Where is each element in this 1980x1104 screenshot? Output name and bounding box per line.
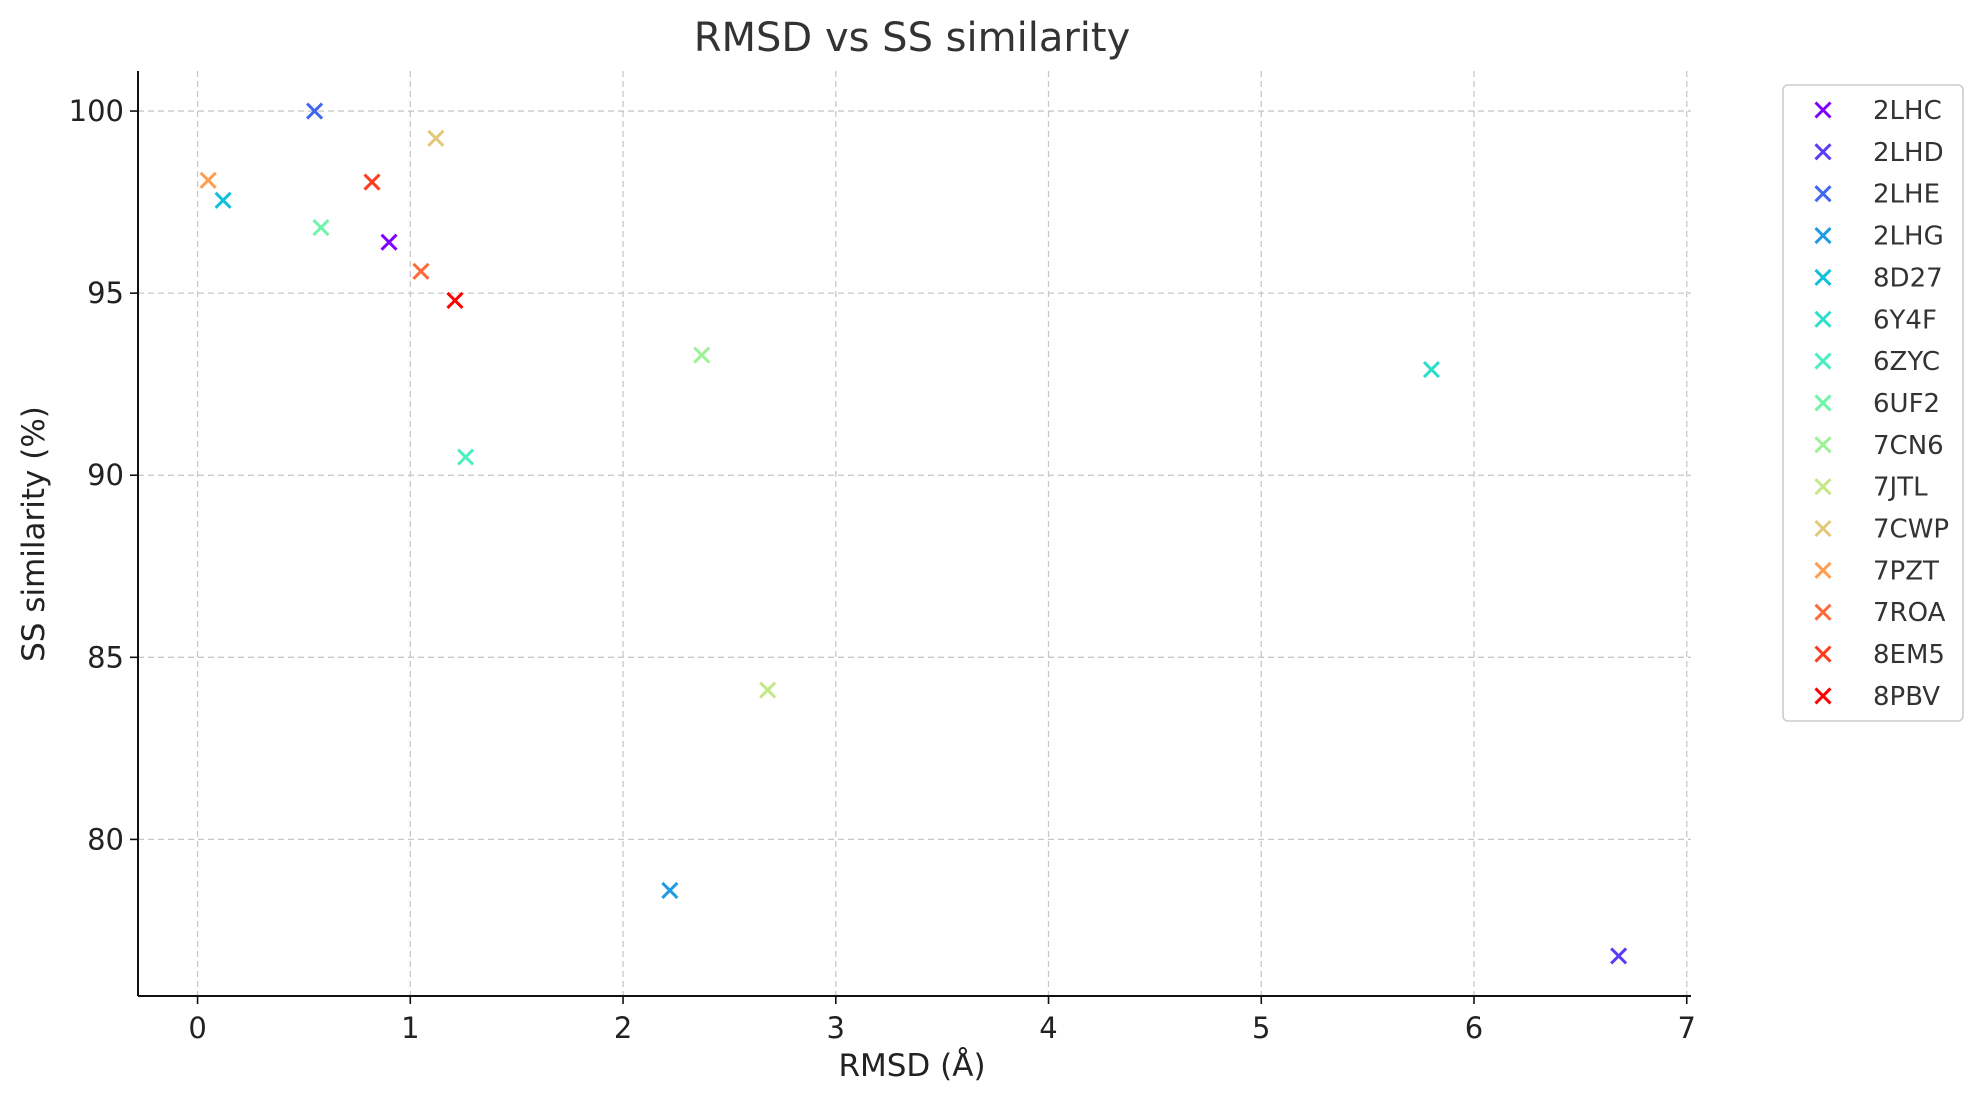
legend-label-7cn6: 7CN6: [1873, 431, 1944, 461]
data-point-2lhd: [1610, 947, 1628, 965]
legend-marker-7pzt: [1814, 561, 1832, 579]
x-tick-label: 2: [614, 1011, 632, 1045]
data-point-8pbv: [446, 291, 464, 309]
legend-marker-6y4f: [1814, 310, 1832, 328]
legend-marker-7jtl: [1814, 478, 1832, 496]
legend-label-8pbv: 8PBV: [1873, 682, 1940, 712]
legend-label-2lhg: 2LHG: [1873, 222, 1944, 252]
legend-marker-8em5: [1814, 645, 1832, 663]
legend-label-6y4f: 6Y4F: [1873, 305, 1937, 335]
y-tick-label: 85: [87, 640, 124, 674]
x-tick-label: 0: [188, 1011, 206, 1045]
data-point-7jtl: [759, 681, 777, 699]
x-tick-label: 5: [1252, 1011, 1270, 1045]
legend-label-7pzt: 7PZT: [1873, 556, 1939, 586]
x-tick-label: 1: [401, 1011, 419, 1045]
data-point-2lhe: [306, 102, 324, 120]
legend-marker-2lhd: [1814, 143, 1832, 161]
legend-marker-2lhe: [1814, 185, 1832, 203]
data-point-2lhg: [661, 881, 679, 899]
axes: [137, 71, 1691, 997]
data-point-6uf2: [312, 219, 330, 237]
legend-label-2lhd: 2LHD: [1873, 138, 1944, 168]
data-point-6y4f: [1422, 361, 1441, 379]
y-tick-label: 80: [87, 822, 124, 856]
x-tick-label: 3: [827, 1011, 845, 1045]
data-point-8d27: [214, 191, 232, 209]
legend-marker-6uf2: [1814, 394, 1832, 412]
legend-label-2lhc: 2LHC: [1873, 96, 1942, 126]
legend-label-8d27: 8D27: [1873, 263, 1943, 293]
y-axis-label: SS similarity (%): [16, 406, 52, 662]
legend-marker-7cwp: [1814, 519, 1832, 538]
legend-label-7jtl: 7JTL: [1873, 473, 1928, 503]
x-tick-label: 6: [1465, 1011, 1483, 1045]
data-points: [199, 102, 1628, 965]
grid: [138, 71, 1691, 996]
chart-title: RMSD vs SS similarity: [694, 15, 1131, 61]
x-axis-label: RMSD (Å): [838, 1048, 985, 1084]
y-tick-label: 90: [87, 458, 124, 492]
data-point-7roa: [412, 262, 430, 280]
legend-marker-6zyc: [1814, 352, 1832, 370]
legend-label-7cwp: 7CWP: [1873, 515, 1949, 545]
legend-marker-8d27: [1814, 268, 1832, 286]
legend-label-6zyc: 6ZYC: [1873, 347, 1940, 377]
legend-label-7roa: 7ROA: [1873, 598, 1946, 628]
legend-marker-8pbv: [1814, 687, 1832, 705]
data-point-7cwp: [427, 129, 445, 147]
legend: 2LHC 2LHD 2LHE 2LHG 8D27 6Y4F 6ZYC 6UF2 7CN6 7JTL…: [1782, 84, 1964, 722]
legend-frame: [1782, 84, 1964, 722]
legend-label-2lhe: 2LHE: [1873, 180, 1940, 210]
y-tick-label: 95: [87, 276, 124, 310]
data-point-7pzt: [199, 171, 217, 189]
ticks: 0 1 2 3 4 5 6 7 80 85 90 95 100: [69, 94, 1696, 1045]
data-point-6zyc: [457, 448, 475, 466]
y-tick-label: 100: [69, 94, 124, 128]
data-point-2lhc: [380, 233, 398, 251]
legend-marker-2lhc: [1814, 101, 1832, 119]
legend-marker-7cn6: [1814, 436, 1832, 454]
data-point-7cn6: [693, 346, 711, 364]
x-tick-label: 4: [1039, 1011, 1057, 1045]
legend-marker-7roa: [1814, 603, 1832, 621]
x-tick-label: 7: [1678, 1011, 1696, 1045]
data-point-8em5: [363, 173, 381, 191]
legend-marker-2lhg: [1814, 226, 1832, 245]
legend-label-6uf2: 6UF2: [1873, 389, 1940, 419]
legend-label-8em5: 8EM5: [1873, 640, 1945, 670]
